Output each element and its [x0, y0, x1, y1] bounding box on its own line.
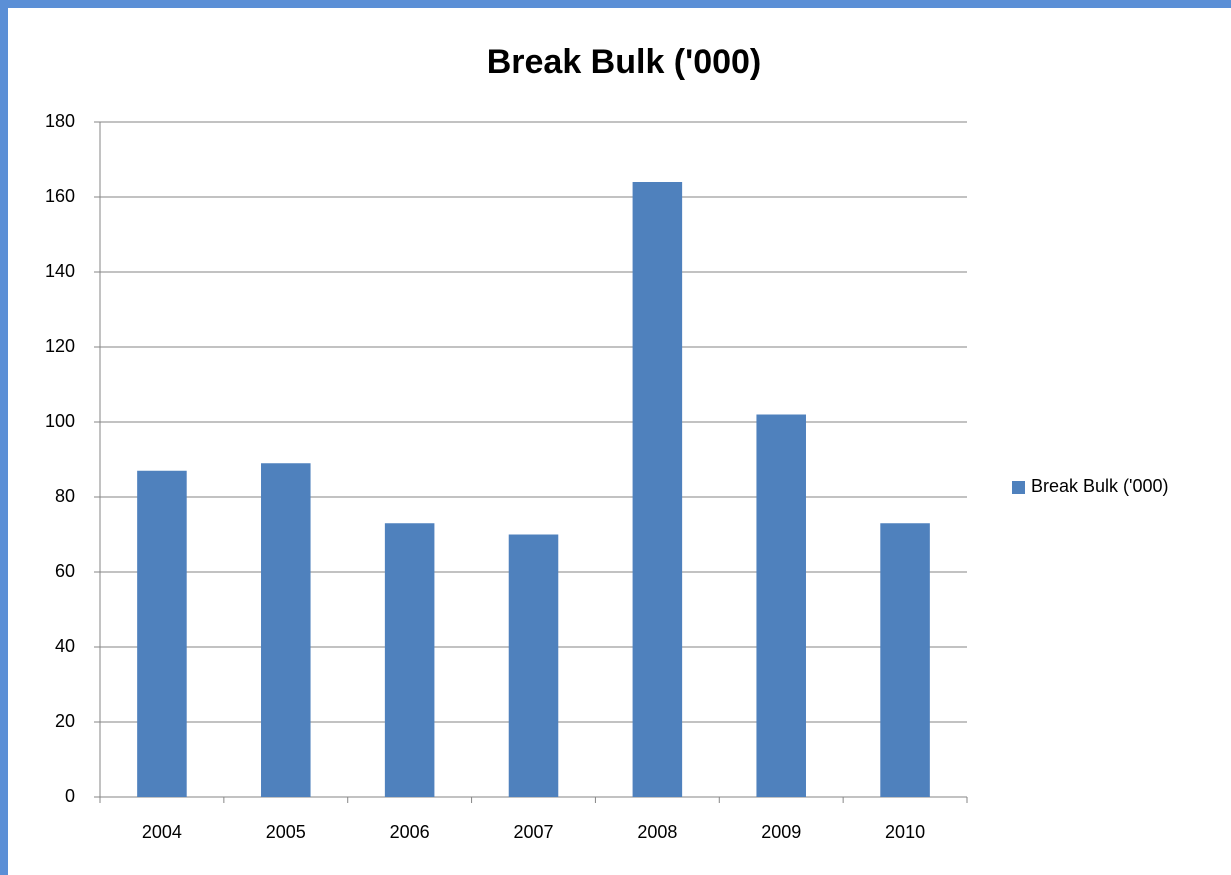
x-tick-label: 2010 [885, 822, 925, 842]
bar [632, 182, 683, 797]
y-tick-label: 40 [55, 636, 75, 656]
y-tick-label: 120 [45, 336, 75, 356]
y-tick-label: 140 [45, 261, 75, 281]
chart-title: Break Bulk ('000) [487, 43, 762, 81]
bar [880, 523, 930, 797]
y-tick-label: 160 [45, 186, 75, 206]
y-tick-label: 100 [45, 411, 75, 431]
y-tick-label: 80 [55, 486, 75, 506]
y-tick-label: 20 [55, 711, 75, 731]
x-tick-label: 2004 [142, 822, 182, 842]
bar [508, 534, 559, 797]
legend-swatch [1012, 481, 1025, 494]
x-tick-label: 2008 [637, 822, 677, 842]
y-tick-label: 0 [65, 786, 75, 806]
x-tick-label: 2007 [513, 822, 553, 842]
y-tick-label: 60 [55, 561, 75, 581]
bar [384, 523, 435, 797]
bar [756, 414, 806, 797]
bar [137, 470, 187, 797]
legend-label: Break Bulk ('000) [1031, 476, 1169, 496]
x-tick-label: 2009 [761, 822, 801, 842]
bar [261, 463, 311, 797]
x-tick-label: 2005 [266, 822, 306, 842]
y-tick-label: 180 [45, 111, 75, 131]
x-tick-label: 2006 [390, 822, 430, 842]
